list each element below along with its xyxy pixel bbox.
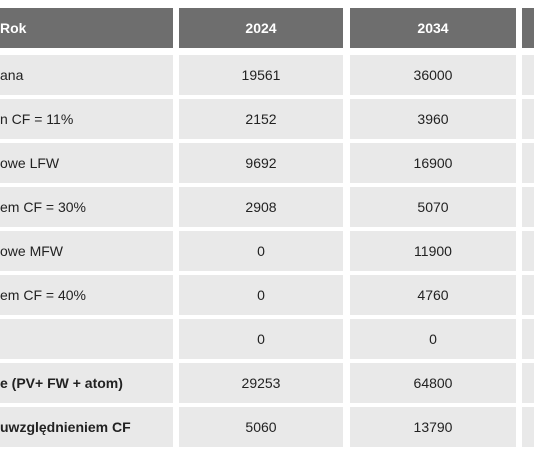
row-next-column-cell [522, 231, 534, 271]
row-value-2024: 29253 [179, 363, 343, 403]
row-next-column-cell [522, 143, 534, 183]
row-value-2024: 5060 [179, 407, 343, 447]
row-value-2034: 36000 [350, 55, 516, 95]
row-label-cell: owe LFW [0, 143, 173, 183]
row-value-2024: 0 [179, 231, 343, 271]
row-value-2034: 3960 [350, 99, 516, 139]
value-2034: 3960 [417, 111, 449, 127]
row-value-2024: 2908 [179, 187, 343, 227]
row-label: em CF = 40% [0, 287, 86, 303]
row-label-cell: ana [0, 55, 173, 95]
value-2034: 5070 [417, 199, 449, 215]
value-2024: 0 [257, 331, 265, 347]
value-2034: 36000 [413, 67, 453, 83]
header-year-2024: 2024 [245, 20, 277, 36]
row-label-cell: em CF = 30% [0, 187, 173, 227]
row-next-column-cell [522, 275, 534, 315]
row-value-2034: 11900 [350, 231, 516, 271]
row-label: n CF = 11% [0, 111, 74, 127]
row-value-2034: 4760 [350, 275, 516, 315]
header-year-2034: 2034 [417, 20, 449, 36]
row-label: em CF = 30% [0, 199, 86, 215]
value-2024: 19561 [241, 67, 281, 83]
value-2024: 9692 [245, 155, 277, 171]
value-2024: 5060 [245, 419, 277, 435]
value-2034: 0 [429, 331, 437, 347]
row-value-2024: 0 [179, 319, 343, 359]
value-2024: 2908 [245, 199, 277, 215]
row-next-column-cell [522, 99, 534, 139]
row-label-cell [0, 319, 173, 359]
row-label: e (PV+ FW + atom) [0, 375, 123, 391]
header-label-text: Rok [0, 20, 27, 36]
header-cell-label: Rok [0, 8, 173, 48]
header-cell-next [522, 8, 534, 48]
row-value-2024: 2152 [179, 99, 343, 139]
row-next-column-cell [522, 55, 534, 95]
value-2034: 13790 [413, 419, 453, 435]
row-label-cell: n CF = 11% [0, 99, 173, 139]
row-next-column-cell [522, 187, 534, 227]
row-next-column-cell [522, 319, 534, 359]
row-value-2034: 5070 [350, 187, 516, 227]
value-2034: 64800 [413, 375, 453, 391]
value-2034: 16900 [413, 155, 453, 171]
header-cell-2024: 2024 [179, 8, 343, 48]
row-label-cell: uwzględnieniem CF [0, 407, 173, 447]
header-cell-2034: 2034 [350, 8, 516, 48]
row-label-cell: em CF = 40% [0, 275, 173, 315]
value-2024: 29253 [241, 375, 281, 391]
value-2034: 4760 [417, 287, 449, 303]
row-label: owe MFW [0, 243, 63, 259]
row-value-2024: 19561 [179, 55, 343, 95]
row-label: ana [0, 67, 24, 83]
row-next-column-cell [522, 363, 534, 403]
row-value-2024: 9692 [179, 143, 343, 183]
row-value-2034: 64800 [350, 363, 516, 403]
row-value-2034: 13790 [350, 407, 516, 447]
row-label-cell: e (PV+ FW + atom) [0, 363, 173, 403]
row-label: owe LFW [0, 155, 60, 171]
row-value-2034: 16900 [350, 143, 516, 183]
value-2034: 11900 [414, 243, 452, 259]
row-value-2034: 0 [350, 319, 516, 359]
value-2024: 0 [257, 287, 265, 303]
row-label: uwzględnieniem CF [0, 419, 131, 435]
row-label-cell: owe MFW [0, 231, 173, 271]
value-2024: 2152 [245, 111, 277, 127]
row-value-2024: 0 [179, 275, 343, 315]
row-next-column-cell [522, 407, 534, 447]
value-2024: 0 [257, 243, 265, 259]
